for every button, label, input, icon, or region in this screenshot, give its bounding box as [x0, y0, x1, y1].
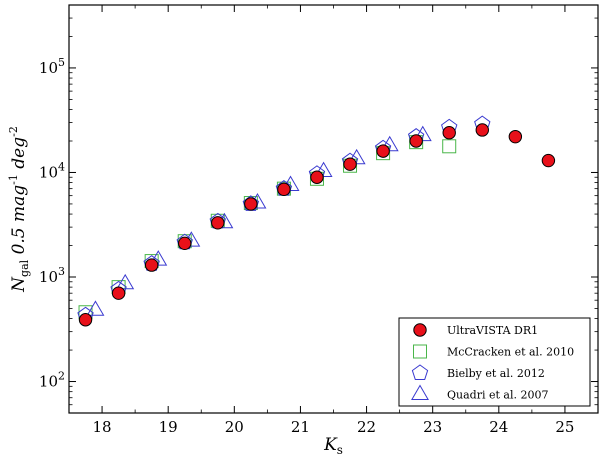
x-tick-label-7: 25: [555, 418, 574, 436]
legend-label-3: Quadri et al. 2007: [447, 389, 548, 402]
data-point-s0-14: [541, 153, 556, 168]
data-point-s0-0: [78, 313, 93, 327]
legend-label-2: Bielby et al. 2012: [447, 367, 545, 380]
legend-label-0: UltraVISTA DR1: [447, 324, 538, 337]
legend-marker-2: [411, 364, 429, 380]
data-point-s0-8: [343, 157, 357, 171]
y-tick-label-0: 102: [39, 370, 65, 391]
y-tick-label-2: 104: [39, 160, 65, 181]
data-point-s0-4: [211, 216, 225, 230]
data-point-s0-2: [144, 258, 159, 272]
y-tick-label-1: 103: [39, 265, 65, 286]
data-point-s0-1: [111, 286, 126, 300]
data-point-s0-6: [277, 182, 291, 197]
x-tick-label-2: 20: [225, 418, 244, 436]
x-tick-label-0: 18: [93, 418, 112, 436]
series-1: [78, 135, 457, 320]
x-tick-label-3: 21: [291, 418, 310, 436]
legend-box: [398, 317, 591, 407]
data-point-s0-12: [475, 123, 489, 137]
x-tick-label-4: 22: [357, 418, 376, 436]
legend-label-1: McCracken et al. 2010: [447, 346, 574, 359]
x-tick-label-1: 19: [159, 418, 178, 436]
data-point-s3-0: [86, 300, 105, 316]
data-point-s0-9: [376, 144, 390, 158]
data-point-s0-3: [178, 236, 192, 251]
data-point-s0-5: [244, 197, 258, 211]
y-tick-label-3: 105: [39, 56, 65, 77]
data-point-s0-7: [310, 170, 324, 184]
data-point-s0-11: [442, 126, 456, 140]
legend-marker-1: [413, 344, 427, 359]
x-tick-label-6: 24: [489, 418, 508, 436]
x-tick-label-5: 23: [423, 418, 442, 436]
x-axis-label: Ks: [323, 435, 343, 457]
data-point-s0-10: [409, 134, 423, 148]
data-point-s3-1: [116, 273, 135, 290]
series-0: [78, 123, 556, 327]
data-point-s0-13: [508, 129, 523, 144]
y-axis-label: Ngal 0.5 mag-1 deg-2: [7, 126, 31, 293]
data-point-s1-11: [442, 139, 457, 154]
legend-marker-0: [413, 323, 427, 337]
series-2: [77, 115, 491, 323]
legend-marker-3: [411, 384, 429, 400]
